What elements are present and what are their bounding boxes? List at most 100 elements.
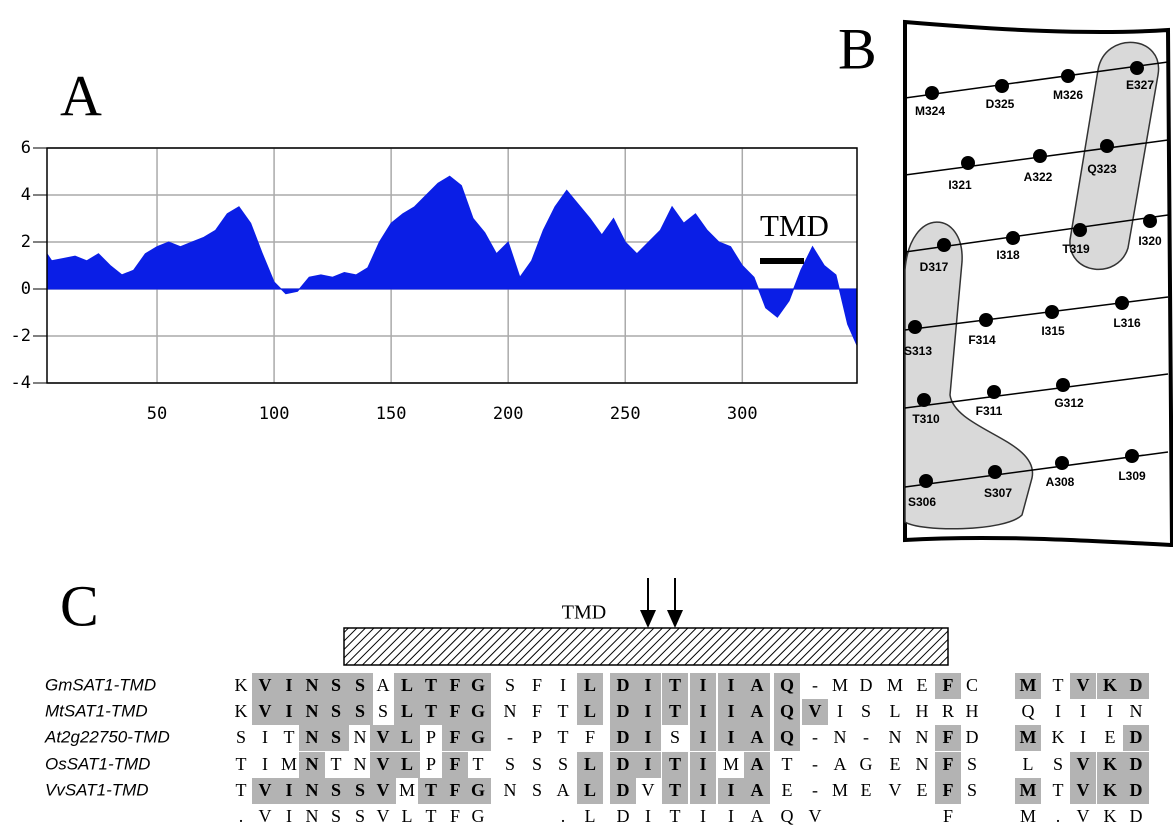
y-tick-label: -2 (11, 326, 31, 346)
residue: G (471, 780, 485, 800)
residue-dot (1056, 378, 1070, 392)
residue: S (236, 727, 246, 747)
residue: N (306, 754, 319, 774)
residue: R (942, 701, 954, 721)
residue: N (354, 754, 367, 774)
residue: N (306, 675, 319, 695)
residue: E (1105, 727, 1116, 747)
identity-shade (394, 725, 420, 751)
residue: E (861, 780, 872, 800)
residue: I (1055, 701, 1061, 721)
residue: I (699, 727, 706, 747)
identity-shade (442, 778, 468, 804)
helical-net: M324 D325 M326 E327 I321 A322 Q323 D317 I318 T319… (903, 19, 1173, 548)
identity-shade (610, 673, 636, 699)
identity-shade (662, 752, 688, 778)
residue: S (331, 780, 341, 800)
face-outline (904, 221, 1034, 530)
residue-label: D317 (920, 260, 949, 274)
residue: M (399, 780, 415, 800)
identity-shade (252, 778, 278, 804)
identity-shade (347, 778, 373, 804)
consensus-residue: V (259, 806, 272, 826)
identity-shade (718, 778, 744, 804)
identity-shade (299, 725, 325, 751)
residue-label: S313 (904, 344, 932, 358)
residue: D (1130, 727, 1143, 747)
tmd-bar (343, 627, 949, 666)
residue: T (669, 754, 681, 774)
identity-shade (610, 752, 636, 778)
x-tick-label: 200 (493, 404, 524, 424)
residue: I (285, 675, 292, 695)
consensus-residue: V (377, 806, 390, 826)
residue: T (1053, 780, 1064, 800)
residue-dot (919, 474, 933, 488)
x-tick-label: 300 (727, 404, 758, 424)
residue: I (699, 754, 706, 774)
identity-shade (635, 752, 661, 778)
residue: N (306, 780, 319, 800)
residue: V (1077, 754, 1090, 774)
identity-shade (370, 752, 396, 778)
residue: V (259, 675, 272, 695)
residue: - (812, 727, 818, 747)
panel-label: A (60, 63, 102, 128)
residue-label: E327 (1126, 78, 1154, 92)
residue-label: T319 (1062, 242, 1090, 256)
residue: I (644, 727, 651, 747)
consensus-residue: V (809, 806, 822, 826)
residue-dot (937, 238, 951, 252)
residue-dot (1143, 214, 1157, 228)
identity-shade (1123, 725, 1149, 751)
residue: N (504, 780, 517, 800)
x-tick-label: 150 (376, 404, 407, 424)
residue-label: A322 (1024, 170, 1053, 184)
helix-turn (904, 451, 1169, 488)
residue-dot (1100, 139, 1114, 153)
residue: A (557, 780, 570, 800)
residue-dot (1006, 231, 1020, 245)
residue: I (285, 701, 292, 721)
residue-dot (1055, 456, 1069, 470)
residue: K (1103, 780, 1117, 800)
residue: G (471, 701, 485, 721)
residue: T (284, 727, 295, 747)
residue: S (967, 780, 977, 800)
identity-shade (442, 673, 468, 699)
y-tick-label: 0 (21, 279, 31, 299)
annotation: TMD (760, 208, 829, 243)
residue: - (812, 675, 818, 695)
identity-shade (744, 725, 770, 751)
residue-dot (995, 79, 1009, 93)
identity-shade (1123, 752, 1149, 778)
residue: K (1052, 727, 1065, 747)
residue: - (863, 727, 869, 747)
residue: I (699, 701, 706, 721)
consensus-residue: . (1056, 806, 1061, 826)
face-outline (1069, 41, 1160, 271)
hydropathy-plot: 6 4 2 0 -2 -4 50 100 150 200 250 300 TMD (11, 138, 858, 424)
identity-shade (577, 778, 603, 804)
x-tick-label: 100 (259, 404, 290, 424)
identity-shade (718, 673, 744, 699)
residue: K (235, 701, 248, 721)
residue: I (837, 701, 843, 721)
residue: Q (1022, 701, 1035, 721)
residue: T (425, 675, 437, 695)
residue: D (1130, 754, 1143, 774)
residue: T (669, 675, 681, 695)
identity-shade (418, 699, 444, 725)
residue: E (917, 780, 928, 800)
residue: S (505, 675, 515, 695)
sequence-name: GmSAT1-TMD (45, 675, 156, 694)
identity-shade (276, 673, 302, 699)
identity-shade (418, 778, 444, 804)
residue: A (751, 727, 764, 747)
identity-shade (744, 752, 770, 778)
residue: Q (780, 675, 794, 695)
identity-shade (276, 699, 302, 725)
helix-turn (904, 373, 1169, 409)
residue: M (281, 754, 297, 774)
sequence-name: At2g22750-TMD (44, 727, 170, 746)
